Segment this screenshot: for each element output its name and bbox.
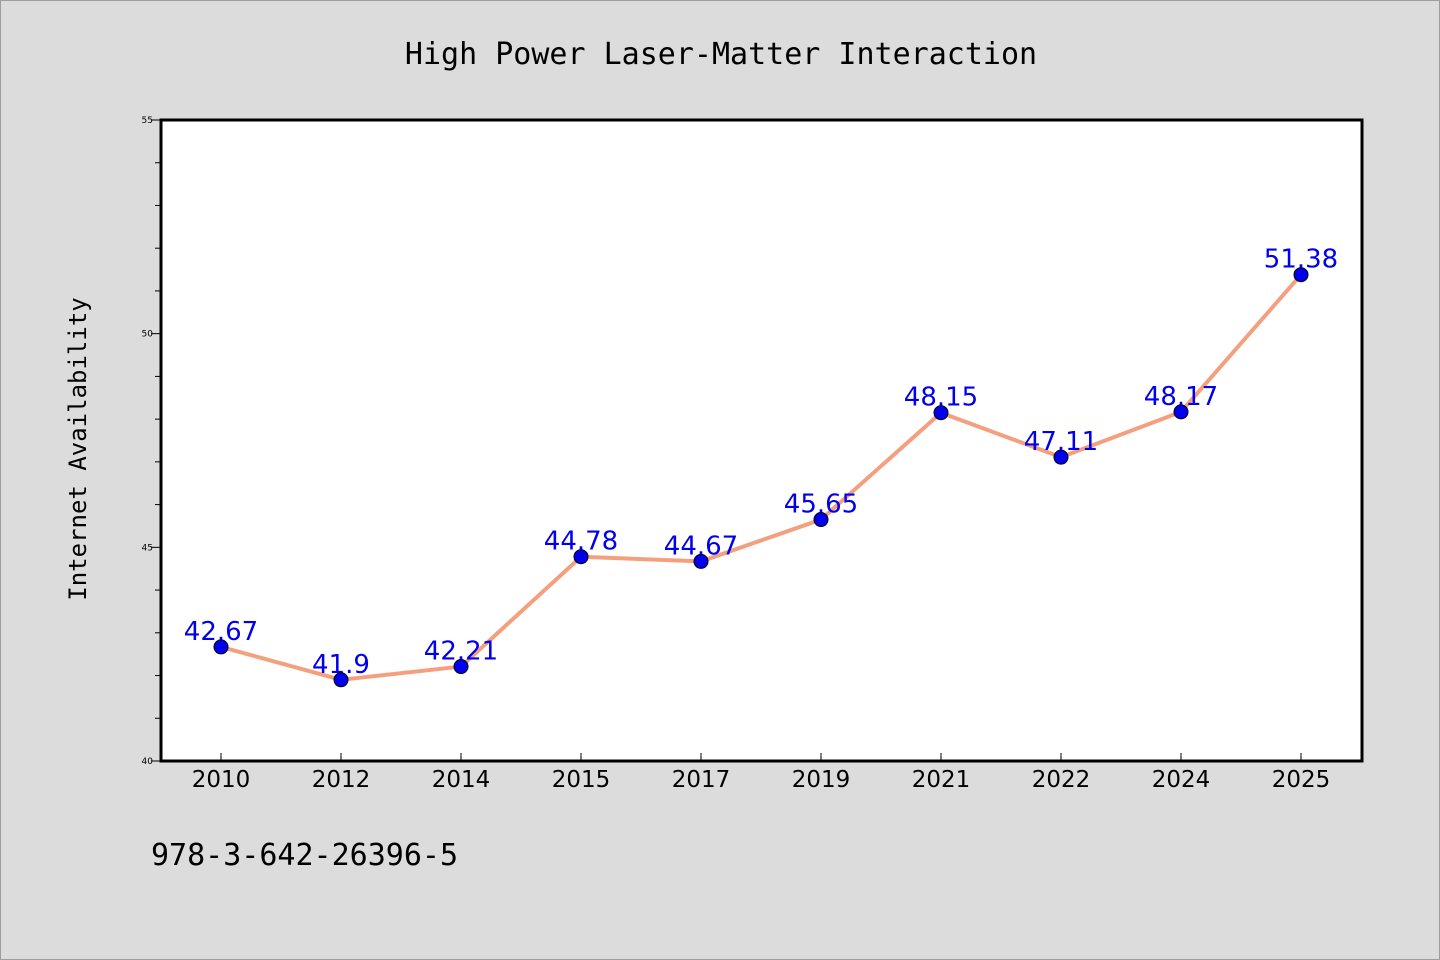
data-point	[333, 672, 349, 688]
x-tick-label: 2017	[672, 767, 731, 793]
y-tick-label: 55	[142, 116, 153, 126]
data-point	[213, 639, 229, 655]
x-axis: 2010 2012 2014 2015 2017 2019 2021 2022 2024 2025	[192, 753, 1331, 793]
data-point	[1173, 404, 1189, 420]
x-tick-label: 2022	[1032, 767, 1091, 793]
y-tick-label: 40	[142, 757, 154, 767]
x-tick-label: 2014	[432, 767, 491, 793]
x-tick-label: 2019	[792, 767, 851, 793]
x-tick-label: 2024	[1152, 767, 1211, 793]
plot-area	[161, 120, 1362, 761]
x-tick-label: 2012	[312, 767, 371, 793]
data-point	[933, 405, 949, 421]
chart-title: High Power Laser-Matter Interaction	[405, 37, 1037, 72]
data-point	[1293, 267, 1309, 283]
x-tick-label: 2025	[1272, 767, 1331, 793]
x-tick-label: 2021	[912, 767, 971, 793]
y-tick-label: 50	[142, 330, 154, 340]
data-point	[1053, 449, 1069, 465]
series-line	[219, 272, 1303, 682]
y-tick-label: 45	[142, 543, 153, 553]
y-axis: 40 45 50 55	[142, 116, 161, 767]
x-tick-label: 2010	[192, 767, 251, 793]
markers-group	[213, 267, 1309, 688]
data-point	[573, 549, 589, 565]
series-line-group	[219, 272, 1303, 682]
footer-isbn: 978-3-642-26396-5	[151, 838, 458, 873]
data-point	[813, 512, 829, 528]
y-axis-label: Internet Availability	[64, 297, 92, 600]
plot-frame	[159, 118, 1364, 763]
data-point	[453, 659, 469, 675]
data-point	[693, 553, 709, 569]
x-tick-label: 2015	[552, 767, 611, 793]
